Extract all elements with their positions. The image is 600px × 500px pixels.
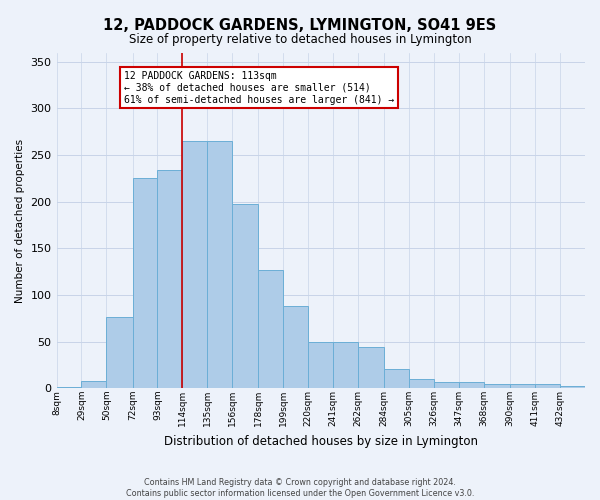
Bar — [560, 386, 585, 388]
Bar — [157, 170, 182, 388]
Bar — [133, 178, 157, 388]
Text: Size of property relative to detached houses in Lymington: Size of property relative to detached ho… — [128, 32, 472, 46]
Text: Contains HM Land Registry data © Crown copyright and database right 2024.
Contai: Contains HM Land Registry data © Crown c… — [126, 478, 474, 498]
Bar — [358, 348, 385, 389]
Bar — [434, 382, 459, 388]
Bar — [484, 384, 510, 388]
Bar — [459, 382, 484, 388]
Bar — [182, 141, 208, 388]
Bar — [82, 381, 106, 388]
Bar — [308, 342, 333, 388]
Bar — [208, 141, 232, 388]
Bar — [535, 384, 560, 388]
Bar — [106, 316, 133, 388]
X-axis label: Distribution of detached houses by size in Lymington: Distribution of detached houses by size … — [164, 434, 478, 448]
Bar — [333, 342, 358, 388]
Bar — [385, 369, 409, 388]
Bar — [259, 270, 283, 388]
Bar — [283, 306, 308, 388]
Y-axis label: Number of detached properties: Number of detached properties — [15, 138, 25, 302]
Bar — [56, 386, 82, 388]
Text: 12, PADDOCK GARDENS, LYMINGTON, SO41 9ES: 12, PADDOCK GARDENS, LYMINGTON, SO41 9ES — [103, 18, 497, 32]
Bar — [409, 379, 434, 388]
Bar — [232, 204, 259, 388]
Bar — [510, 384, 535, 388]
Text: 12 PADDOCK GARDENS: 113sqm
← 38% of detached houses are smaller (514)
61% of sem: 12 PADDOCK GARDENS: 113sqm ← 38% of deta… — [124, 72, 394, 104]
